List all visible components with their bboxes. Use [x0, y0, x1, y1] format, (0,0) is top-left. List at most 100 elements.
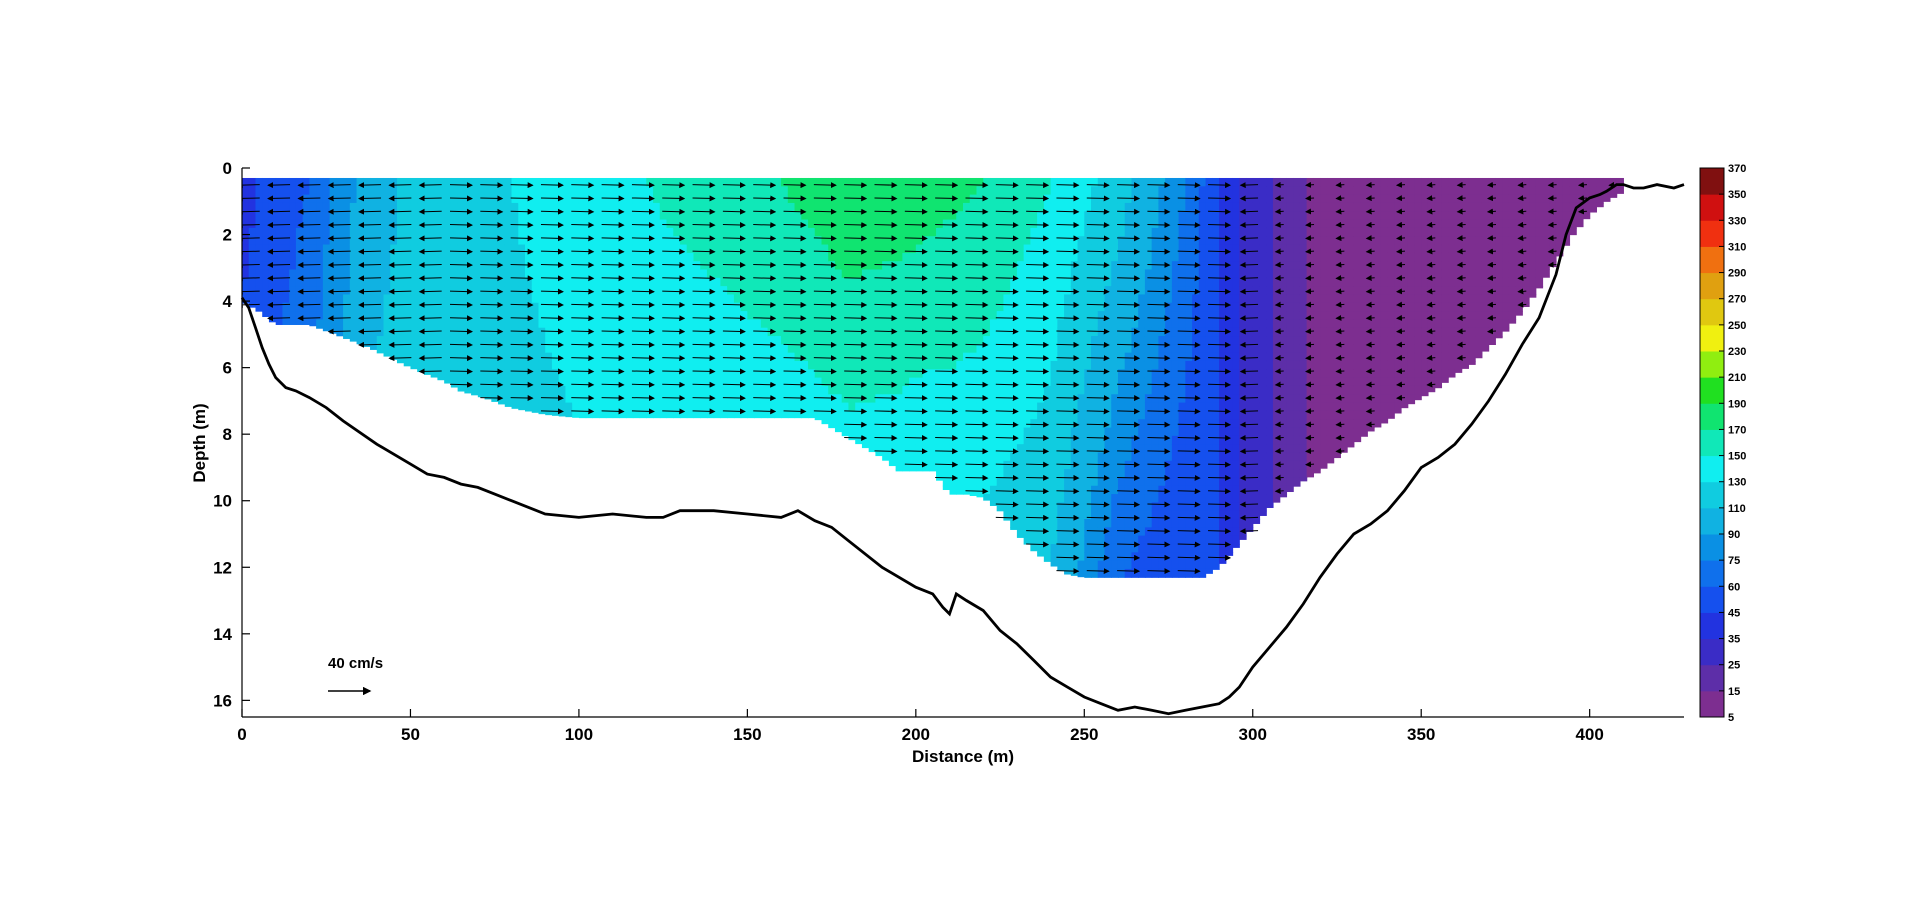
velocity-cell — [599, 269, 607, 279]
velocity-cell — [1003, 252, 1011, 262]
velocity-cell — [491, 344, 499, 354]
velocity-cell — [504, 352, 513, 362]
velocity-cell — [1158, 177, 1166, 187]
velocity-cell — [801, 186, 809, 196]
velocity-cell — [322, 227, 331, 237]
velocity-cell — [983, 186, 991, 196]
velocity-cell — [1205, 543, 1213, 553]
velocity-cell — [942, 186, 951, 196]
velocity-cell — [1050, 552, 1058, 562]
velocity-cell — [578, 410, 587, 419]
velocity-cell — [774, 269, 782, 279]
velocity-cell — [585, 286, 593, 296]
velocity-cell — [808, 369, 816, 379]
velocity-cell — [1212, 286, 1220, 296]
velocity-cell — [936, 460, 944, 470]
velocity-cell — [1232, 286, 1240, 296]
velocity-cell — [794, 211, 802, 221]
velocity-cell — [1232, 294, 1240, 304]
velocity-cell — [969, 269, 978, 279]
velocity-cell — [841, 286, 850, 296]
velocity-cell — [996, 469, 1005, 479]
velocity-cell — [781, 352, 789, 362]
velocity-cell — [1097, 543, 1106, 553]
velocity-cell — [1010, 236, 1018, 246]
velocity-cell — [1151, 219, 1160, 229]
velocity-cell — [855, 402, 863, 412]
velocity-cell — [336, 244, 344, 254]
velocity-cell — [781, 186, 789, 196]
velocity-cell — [1050, 202, 1058, 212]
velocity-cell — [316, 219, 324, 229]
velocity-cell — [814, 394, 823, 404]
velocity-cell — [794, 277, 802, 287]
velocity-cell — [1252, 477, 1261, 487]
velocity-cell — [929, 194, 937, 204]
velocity-cell — [1171, 344, 1180, 354]
velocity-cell — [868, 302, 876, 312]
velocity-cell — [814, 319, 823, 329]
velocity-cell — [1212, 327, 1220, 337]
velocity-cell — [828, 369, 836, 379]
velocity-cell — [605, 294, 614, 304]
velocity-cell — [861, 269, 870, 279]
velocity-cell — [1198, 286, 1207, 296]
velocity-cell — [855, 352, 863, 362]
velocity-cell — [1212, 519, 1220, 528]
velocity-cell — [888, 360, 897, 370]
velocity-cell — [922, 286, 930, 296]
velocity-cell — [504, 286, 513, 296]
velocity-cell — [1158, 568, 1166, 578]
velocity-cell — [289, 261, 297, 271]
velocity-cell — [713, 311, 722, 320]
velocity-cell — [1171, 244, 1180, 254]
velocity-cell — [1117, 177, 1126, 187]
velocity-cell — [396, 211, 405, 221]
velocity-cell — [329, 261, 337, 271]
velocity-cell — [996, 385, 1005, 395]
velocity-cell — [673, 394, 681, 404]
velocity-cell — [706, 261, 715, 271]
velocity-cell — [1138, 211, 1146, 221]
velocity-cell — [659, 410, 668, 419]
velocity-cell — [895, 419, 903, 429]
velocity-cell — [558, 261, 567, 271]
velocity-cell — [450, 311, 459, 320]
velocity-cell — [1171, 327, 1180, 337]
velocity-cell — [814, 360, 823, 370]
velocity-cell — [1037, 352, 1045, 362]
velocity-cell — [915, 402, 924, 412]
velocity-cell — [1037, 194, 1045, 204]
velocity-cell — [1151, 410, 1160, 420]
velocity-cell — [686, 227, 695, 237]
velocity-cell — [848, 352, 856, 362]
velocity-cell — [1178, 236, 1186, 246]
velocity-cell — [349, 336, 358, 342]
velocity-cell — [1097, 219, 1106, 229]
velocity-cell — [457, 344, 465, 354]
velocity-cell — [1185, 543, 1193, 553]
velocity-cell — [518, 369, 526, 379]
velocity-cell — [363, 269, 371, 279]
velocity-cell — [1091, 519, 1099, 528]
velocity-cell — [612, 344, 620, 354]
velocity-cell — [484, 202, 492, 212]
velocity-cell — [309, 211, 317, 221]
velocity-cell — [1097, 311, 1106, 320]
velocity-cell — [248, 302, 257, 308]
velocity-cell — [989, 469, 998, 479]
velocity-cell — [740, 252, 748, 262]
velocity-cell — [1246, 302, 1254, 312]
velocity-cell — [558, 352, 567, 362]
velocity-cell — [1064, 510, 1072, 520]
velocity-cell — [1023, 452, 1031, 462]
velocity-cell — [639, 402, 647, 412]
velocity-cell — [794, 360, 802, 370]
velocity-cell — [289, 186, 297, 196]
velocity-cell — [888, 277, 897, 287]
velocity-cell — [329, 252, 337, 262]
velocity-cell — [1030, 527, 1038, 537]
velocity-cell — [929, 336, 937, 345]
velocity-cell — [895, 360, 903, 370]
velocity-cell — [989, 402, 998, 412]
